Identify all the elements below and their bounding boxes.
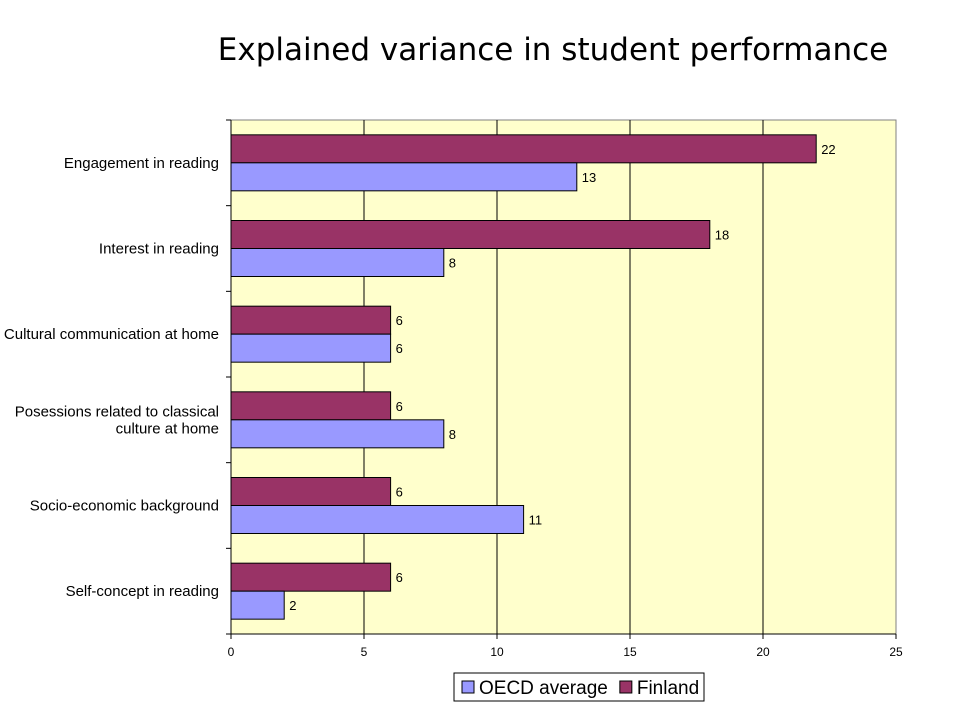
bar-finland <box>230 391 392 421</box>
legend-swatch <box>461 680 475 694</box>
bar-oecd-average <box>230 162 578 192</box>
legend-label: OECD average <box>479 678 608 699</box>
bar-finland <box>230 134 817 164</box>
data-label: 6 <box>396 341 403 356</box>
data-label: 6 <box>396 570 403 585</box>
category-label: Engagement in reading <box>64 155 219 172</box>
x-tick-label: 10 <box>490 645 504 659</box>
data-label: 8 <box>449 256 456 271</box>
legend-box <box>453 672 705 702</box>
data-label: 18 <box>715 228 729 243</box>
bar-oecd-average <box>230 419 445 449</box>
category-label: Self-concept in reading <box>66 583 219 600</box>
bar-finland <box>230 562 392 592</box>
chart-title: Explained variance in student performanc… <box>218 32 888 68</box>
bar-finland <box>230 477 392 506</box>
data-label: 2 <box>289 598 296 613</box>
data-label: 11 <box>529 513 543 528</box>
data-label: 6 <box>396 313 403 328</box>
data-label: 22 <box>821 142 835 157</box>
x-tick-label: 20 <box>756 645 770 659</box>
legend-swatch <box>619 680 633 694</box>
x-tick-label: 0 <box>228 645 235 659</box>
category-label: Posessions related to classical culture a… <box>15 403 219 437</box>
data-label: 8 <box>449 427 456 442</box>
bar-oecd-average <box>230 333 392 363</box>
x-tick-label: 25 <box>889 645 903 659</box>
bar-oecd-average <box>230 505 525 534</box>
data-label: 13 <box>582 170 596 185</box>
plot-background <box>230 119 897 635</box>
x-tick-label: 15 <box>623 645 637 659</box>
bar-finland <box>230 305 392 335</box>
x-tick-label: 5 <box>361 645 368 659</box>
bar-oecd-average <box>230 248 445 277</box>
data-label: 6 <box>396 485 403 500</box>
legend-label: Finland <box>637 678 699 699</box>
bar-finland <box>230 220 711 249</box>
category-label: Cultural communication at home <box>4 326 219 343</box>
data-label: 6 <box>396 399 403 414</box>
category-label: Interest in reading <box>99 241 219 258</box>
category-label: Socio-economic background <box>30 498 219 515</box>
legend: OECD average Finland <box>453 672 705 702</box>
bar-oecd-average <box>230 590 285 620</box>
